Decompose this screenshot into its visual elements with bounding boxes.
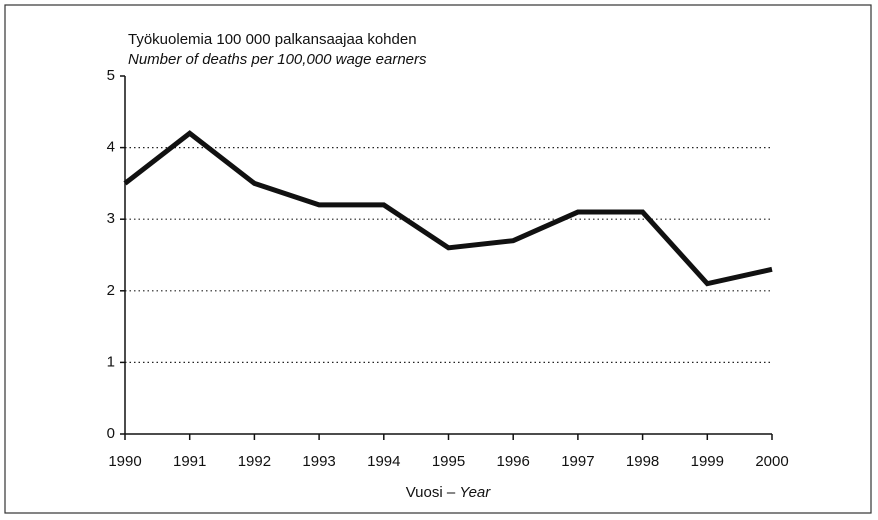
x-axis-label: Vuosi – Year [406, 484, 492, 501]
x-tick-label: 1992 [238, 453, 271, 470]
x-tick-label: 2000 [755, 453, 788, 470]
x-axis-label-en: Year [459, 484, 491, 501]
x-tick-label: 1994 [367, 453, 400, 470]
frame [4, 4, 872, 514]
x-tick-label: 1995 [432, 453, 465, 470]
chart-title: Työkuolemia 100 000 palkansaajaa kohden [128, 31, 417, 48]
data-line [123, 130, 773, 287]
y-tick-label: 2 [107, 282, 115, 299]
y-tick-label: 4 [107, 139, 115, 156]
x-tick-label: 1993 [302, 453, 335, 470]
x-tick-label: 1997 [561, 453, 594, 470]
x-axis-label-fi: Vuosi – [406, 484, 456, 501]
x-tick-label: 1999 [691, 453, 724, 470]
x-tick-label: 1996 [497, 453, 530, 470]
chart-subtitle: Number of deaths per 100,000 wage earner… [128, 51, 427, 68]
x-tick-label: 1998 [626, 453, 659, 470]
x-tick-label: 1990 [108, 453, 141, 470]
x-tick-label: 1991 [173, 453, 206, 470]
y-tick-label: 3 [107, 210, 115, 227]
y-tick-label: 0 [107, 425, 115, 442]
y-tick-label: 1 [107, 353, 115, 370]
y-tick-label: 5 [107, 67, 115, 84]
